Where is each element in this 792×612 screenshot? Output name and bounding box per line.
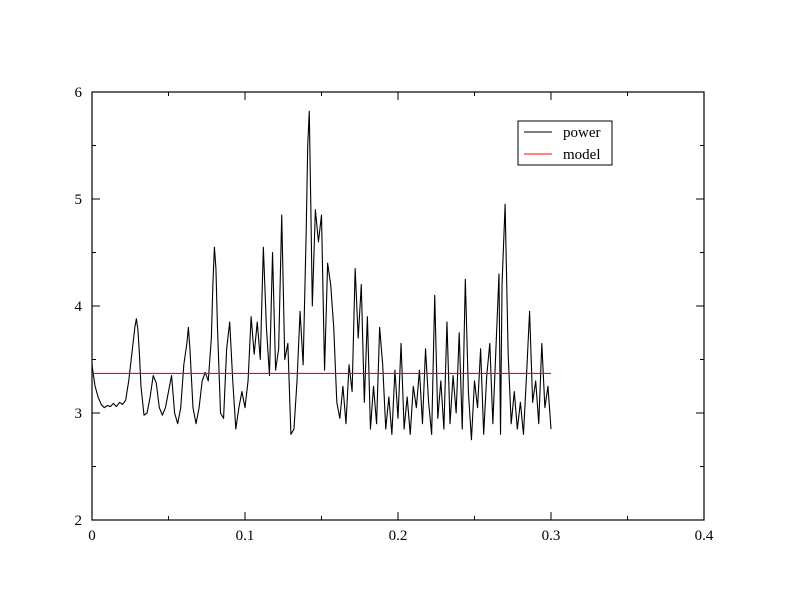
x-tick-label: 0 xyxy=(88,528,96,544)
x-ticks xyxy=(91,92,705,520)
y-tick-label: 6 xyxy=(75,85,83,101)
x-tick-labels: 0 0.1 0.2 0.3 0.4 xyxy=(88,528,714,544)
x-tick-label: 0.3 xyxy=(542,528,561,544)
legend-label-model: model xyxy=(563,147,601,163)
x-tick-label: 0.2 xyxy=(389,528,408,544)
series-lines xyxy=(91,110,552,441)
y-tick-label: 2 xyxy=(75,513,83,529)
legend: power model xyxy=(517,120,613,166)
y-tick-label: 3 xyxy=(75,406,83,422)
y-tick-label: 5 xyxy=(75,192,83,208)
x-tick-label: 0.4 xyxy=(695,528,714,544)
y-tick-labels: 2 3 4 5 6 xyxy=(75,85,83,529)
y-ticks xyxy=(92,91,704,521)
y-tick-label: 4 xyxy=(75,299,83,315)
legend-box xyxy=(517,120,613,166)
series-line-power xyxy=(91,110,552,441)
x-tick-label: 0.1 xyxy=(236,528,255,544)
legend-label-power: power xyxy=(563,125,601,141)
